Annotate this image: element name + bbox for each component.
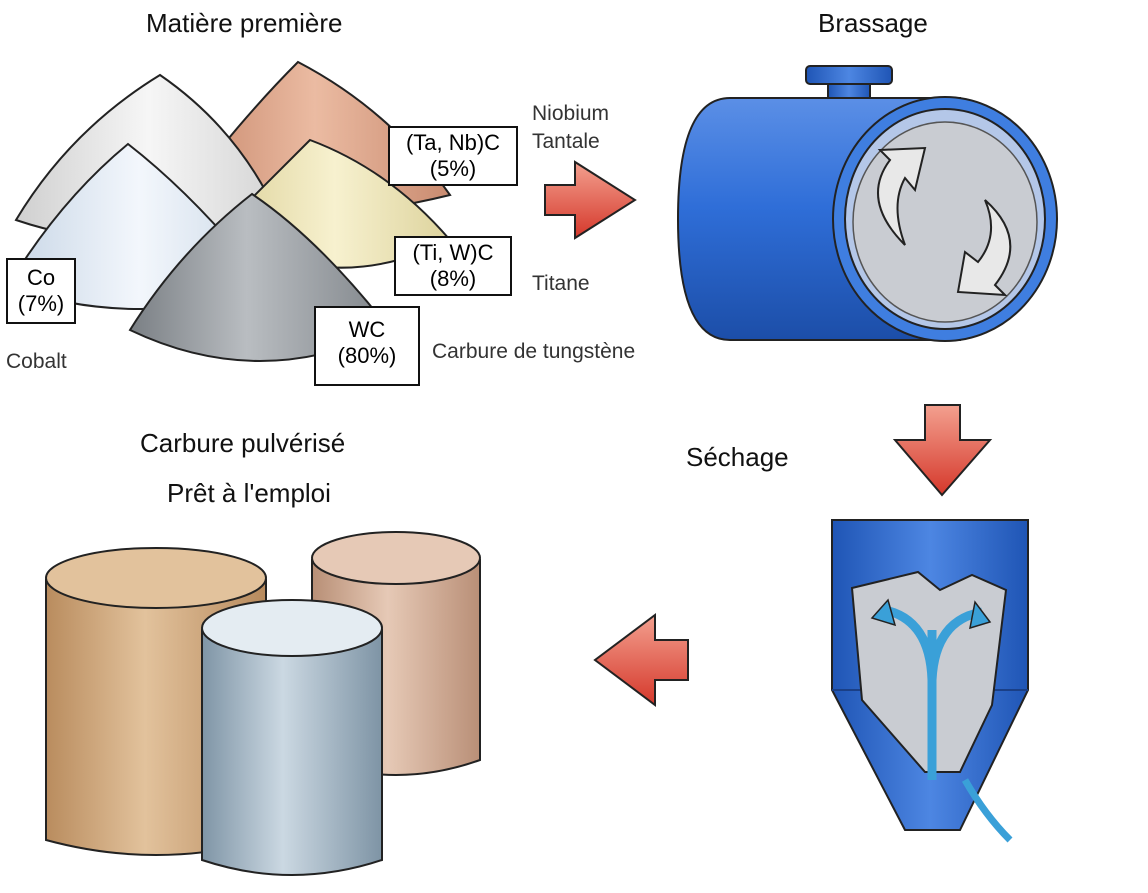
component-formula: WC [348, 317, 386, 342]
component-formula: (Ta, Nb)C [405, 130, 501, 155]
drum-steel-lid [201, 599, 383, 657]
flow-arrow-icon [593, 613, 689, 707]
mixing-title: Brassage [818, 8, 928, 38]
component-name-tungsten-carbide: Carbure de tungstène [432, 340, 636, 363]
drum-rose-lid [311, 531, 481, 585]
component-box-ti-w: (Ti, W)C (8%) [394, 236, 512, 296]
component-formula: (Ti, W)C [412, 240, 494, 265]
component-name-tantale: Tantale [532, 130, 600, 153]
component-formula: Co [26, 265, 56, 290]
component-name-niobium: Niobium [532, 102, 610, 125]
component-name-cobalt: Cobalt [6, 350, 67, 373]
powder-title-line1: Carbure pulvérisé [140, 428, 346, 458]
powder-title-line2: Prêt à l'emploi [167, 478, 331, 508]
component-share: (8%) [429, 266, 477, 291]
drum-steel [201, 629, 383, 876]
drying-title: Séchage [686, 442, 789, 472]
mixer-drum [676, 65, 1058, 342]
component-share: (5%) [429, 156, 477, 181]
circulation-arrow-icon [870, 598, 992, 630]
component-name-titane: Titane [532, 272, 590, 295]
component-box-wc: WC (80%) [314, 306, 420, 386]
rotation-arrow-icon [877, 146, 927, 246]
component-share: (80%) [337, 343, 397, 368]
drum-tan-lid [45, 547, 267, 609]
component-box-co: Co (7%) [6, 258, 76, 324]
component-share: (7%) [17, 291, 65, 316]
mixer-inlet-flange [805, 65, 893, 85]
flow-arrow-icon [544, 160, 637, 240]
component-box-ta-nb: (Ta, Nb)C (5%) [388, 126, 518, 186]
dryer-outlet-pipe [961, 778, 1013, 843]
flow-arrow-icon [892, 404, 993, 497]
powder-drums [45, 531, 481, 876]
spray-dryer [831, 519, 1029, 843]
raw-material-title: Matière première [146, 8, 343, 38]
flow-arrows [544, 160, 993, 707]
rotation-arrow-icon [956, 199, 1012, 297]
